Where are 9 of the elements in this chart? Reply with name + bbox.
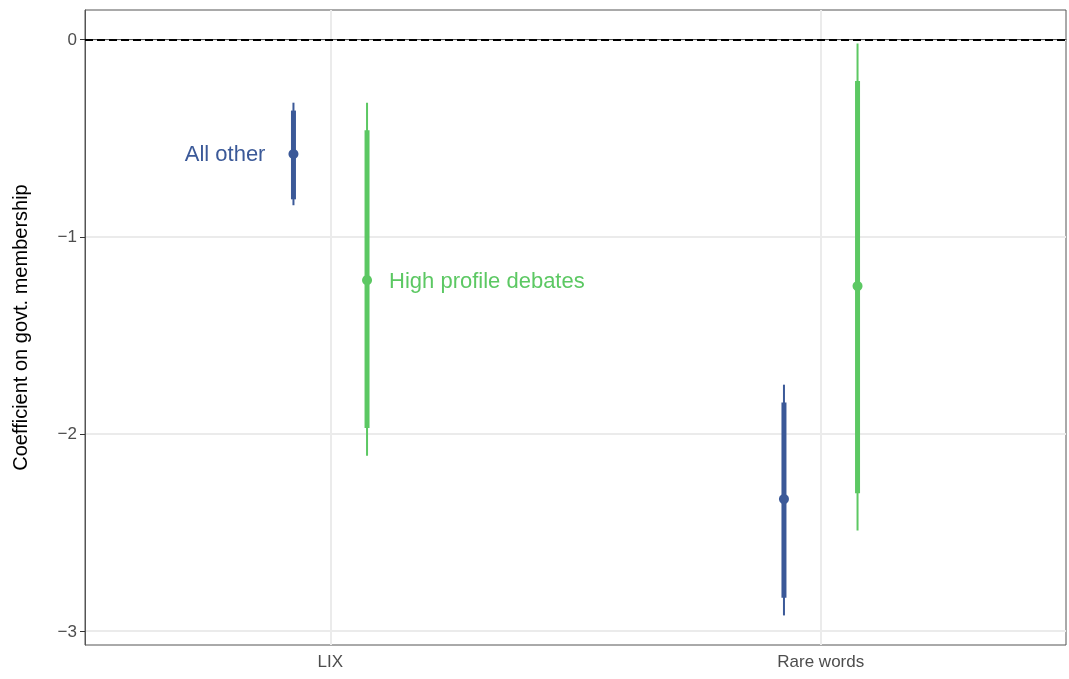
series-label: High profile debates xyxy=(389,267,585,293)
x-tick-label: Rare words xyxy=(777,652,865,671)
y-tick-label: 0 xyxy=(67,30,77,50)
y-tick-label: −2 xyxy=(57,424,77,444)
x-tick-label: LIX xyxy=(317,652,344,671)
series-label: All other xyxy=(184,141,266,167)
y-tick-label: −1 xyxy=(57,227,77,247)
y-axis-title: Coefficient on govt. membership xyxy=(9,184,31,471)
y-tick-label: −3 xyxy=(57,621,77,641)
